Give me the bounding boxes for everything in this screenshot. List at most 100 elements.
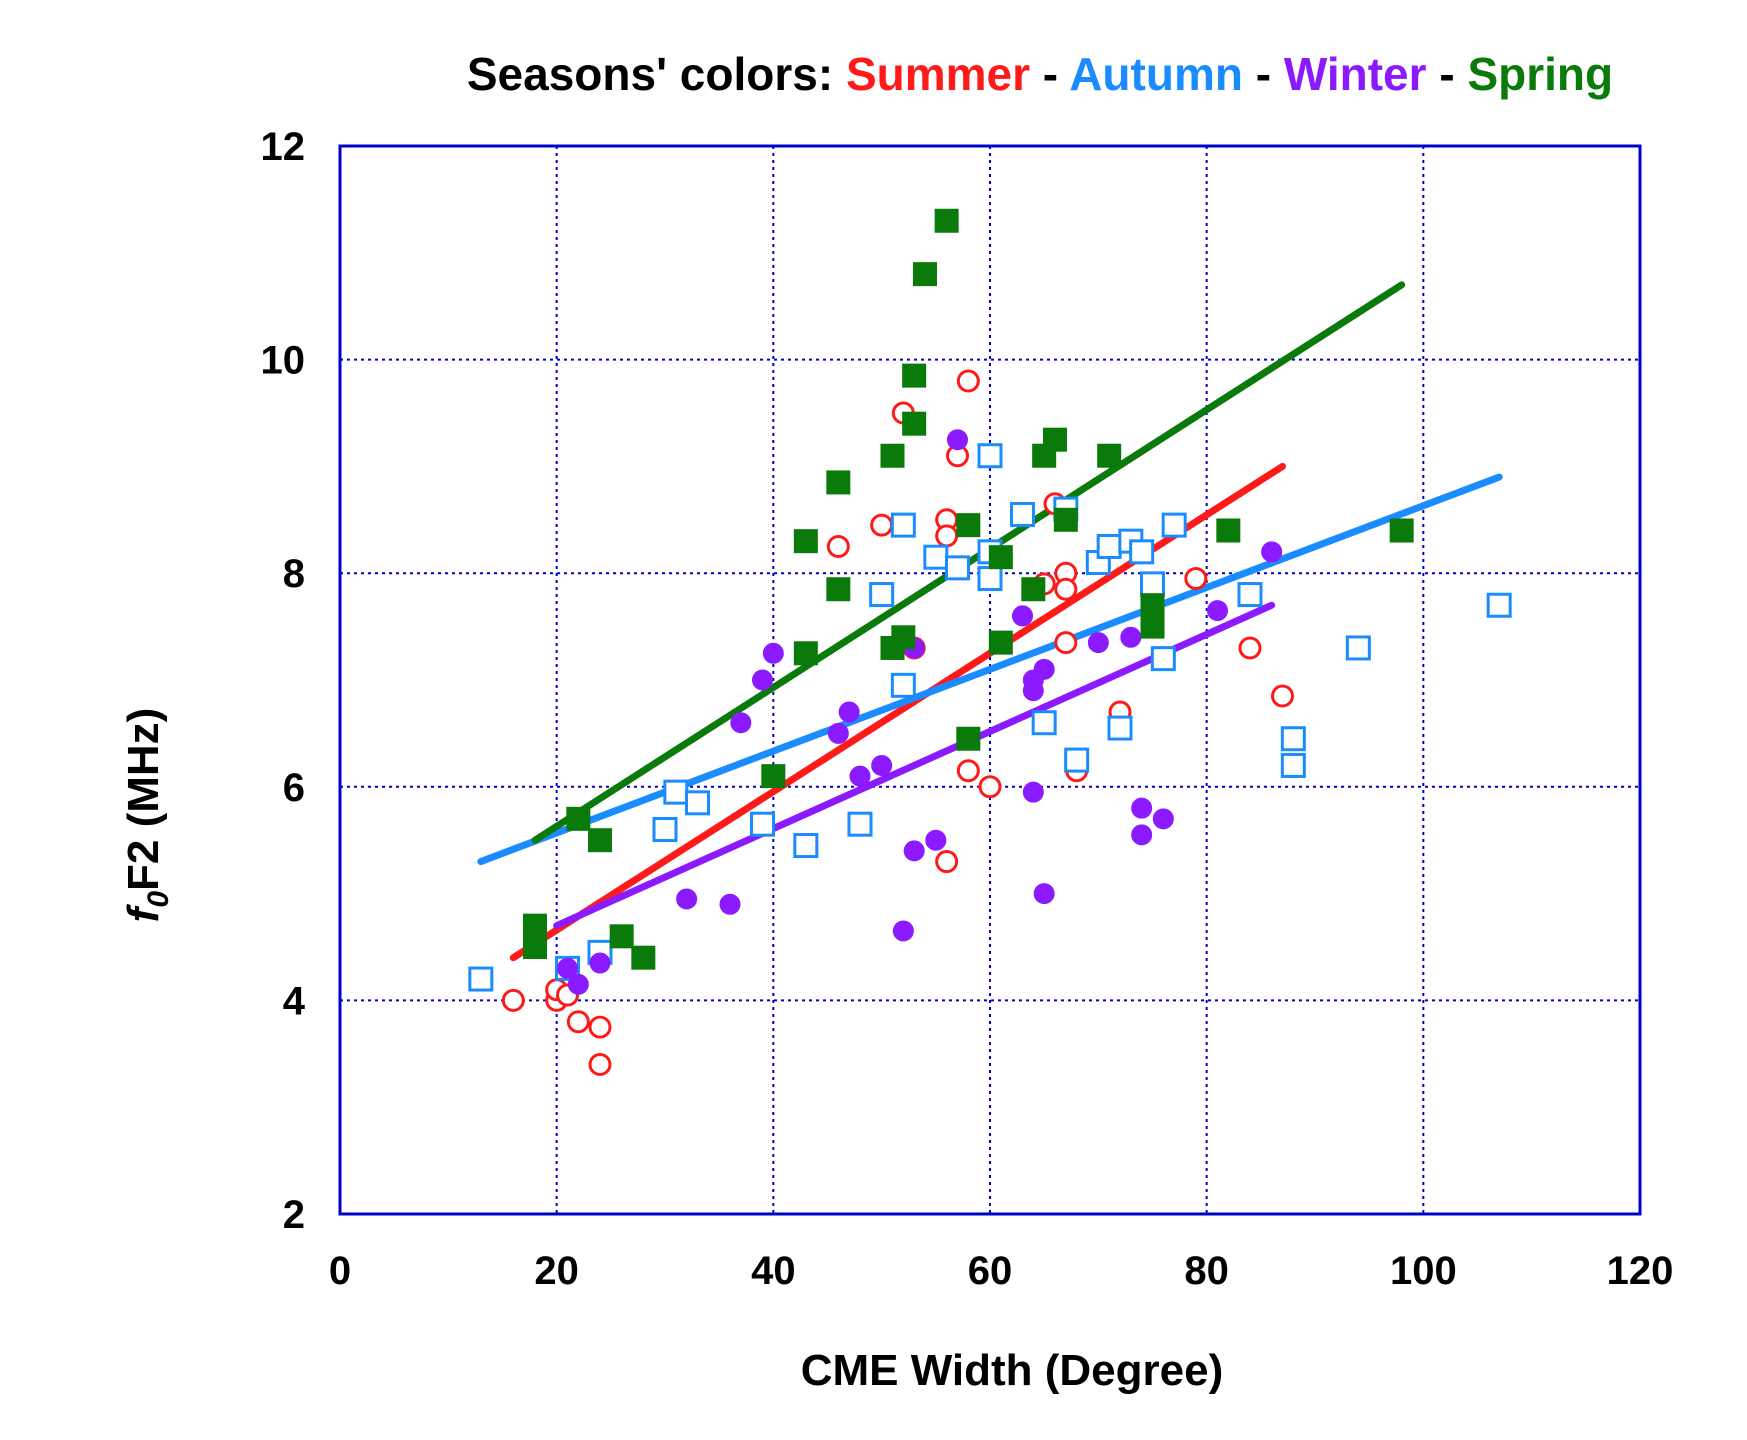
point-spring	[1389, 518, 1414, 543]
y-tick-label: 10	[261, 339, 306, 383]
y-axis-label-f: f	[119, 903, 168, 922]
point-summer	[870, 513, 894, 537]
point-winter	[1120, 626, 1142, 648]
y-axis-label-rest: F2 (MHz)	[119, 708, 168, 891]
point-winter	[567, 973, 589, 995]
y-tick-label: 8	[283, 552, 305, 596]
point-winter	[752, 669, 773, 691]
point-summer	[935, 524, 959, 548]
point-winter	[903, 840, 925, 862]
chart-title: Seasons' colors: Summer - Autumn - Winte…	[467, 48, 1613, 100]
point-autumn	[1280, 726, 1306, 752]
point-winter	[676, 888, 698, 910]
x-axis-label: CME Width (Degree)	[801, 1346, 1224, 1395]
point-spring	[956, 726, 981, 751]
point-autumn	[1031, 710, 1057, 736]
point-spring	[1140, 614, 1165, 639]
point-summer	[588, 1052, 612, 1076]
title-season-summer: Summer	[846, 48, 1030, 100]
point-autumn	[1150, 646, 1176, 672]
point-autumn	[1129, 539, 1155, 565]
point-autumn	[923, 544, 949, 570]
x-tick-label: 40	[751, 1249, 796, 1293]
point-winter	[557, 957, 578, 979]
point-autumn	[1096, 534, 1122, 559]
point-spring	[1097, 443, 1122, 468]
point-summer	[956, 759, 980, 783]
point-winter	[925, 829, 947, 851]
title-separator: -	[1030, 48, 1069, 100]
point-autumn	[890, 512, 916, 538]
y-tick-labels: 2 4 6 8 10 12	[261, 125, 306, 1237]
point-autumn	[1010, 501, 1035, 527]
point-autumn	[1486, 592, 1512, 618]
point-autumn	[1237, 582, 1263, 608]
point-spring	[902, 411, 927, 436]
x-tick-label: 60	[968, 1249, 1013, 1293]
point-spring	[826, 470, 851, 495]
point-autumn	[663, 779, 689, 805]
point-autumn	[945, 555, 970, 581]
point-spring	[902, 363, 927, 388]
point-winter	[838, 701, 860, 723]
x-tick-label: 100	[1390, 1249, 1457, 1293]
title-season-spring: Spring	[1467, 48, 1613, 100]
point-spring	[523, 935, 547, 959]
point-autumn	[1064, 747, 1090, 773]
point-winter	[947, 429, 968, 451]
point-winter	[1131, 797, 1153, 819]
point-winter	[762, 642, 784, 664]
point-winter	[1033, 883, 1055, 905]
point-spring	[934, 208, 959, 233]
point-spring	[1053, 507, 1078, 532]
point-spring	[1043, 427, 1067, 452]
data-points	[468, 208, 1512, 1076]
point-spring	[956, 513, 981, 538]
point-summer	[588, 1015, 612, 1039]
plot-frame	[338, 144, 1642, 1216]
point-spring	[826, 577, 851, 602]
point-spring	[1021, 577, 1046, 602]
point-spring	[631, 945, 656, 970]
point-spring	[913, 262, 937, 287]
title-separator: -	[1243, 48, 1284, 100]
point-autumn	[1107, 715, 1133, 741]
fit-line-autumn	[477, 473, 1503, 866]
point-winter	[892, 920, 914, 942]
point-autumn	[652, 817, 678, 843]
point-winter	[849, 765, 871, 787]
point-winter	[871, 754, 893, 776]
point-spring	[761, 764, 786, 789]
y-tick-label: 6	[283, 766, 305, 810]
x-tick-label: 0	[329, 1249, 351, 1293]
point-autumn	[869, 582, 895, 608]
point-winter	[1261, 541, 1283, 563]
point-summer	[978, 775, 1002, 799]
point-autumn	[1140, 571, 1165, 597]
point-spring	[793, 641, 818, 666]
point-spring	[891, 625, 916, 650]
point-winter	[730, 712, 752, 734]
point-autumn	[1161, 512, 1187, 538]
point-winter	[1012, 605, 1033, 627]
point-summer	[1271, 684, 1294, 708]
grid-lines	[340, 146, 1640, 1214]
point-winter	[1033, 658, 1055, 680]
title-separator: -	[1427, 48, 1468, 100]
point-autumn	[1345, 635, 1371, 661]
point-autumn	[977, 443, 1003, 469]
point-spring	[523, 913, 547, 938]
point-spring	[988, 630, 1013, 655]
point-spring	[609, 924, 634, 949]
point-winter	[589, 952, 611, 974]
title-prefix: Seasons' colors:	[467, 48, 846, 100]
point-winter	[1207, 600, 1228, 622]
y-axis-label: f0F2 (MHz)	[119, 708, 175, 923]
y-tick-label: 4	[283, 979, 306, 1023]
point-summer	[956, 369, 980, 393]
point-summer	[1238, 636, 1262, 660]
point-spring	[1216, 518, 1241, 543]
x-tick-label: 80	[1184, 1249, 1229, 1293]
point-winter	[1022, 680, 1044, 702]
